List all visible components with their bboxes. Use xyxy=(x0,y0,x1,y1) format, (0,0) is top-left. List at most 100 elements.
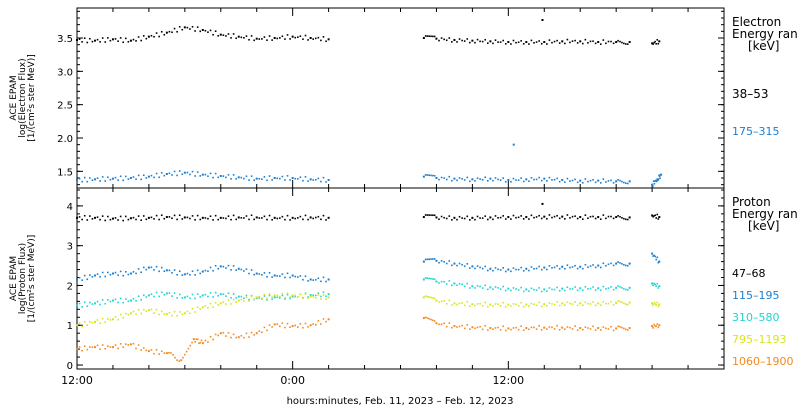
data-trace-dot xyxy=(104,302,107,305)
data-trace-dot xyxy=(594,266,597,269)
data-trace-dot xyxy=(574,178,576,181)
data-trace-dot xyxy=(574,39,576,42)
data-trace-dot xyxy=(145,296,148,298)
y-axis-label: ACE EPAMlog(Electron Flux)[1/(cm²s ster … xyxy=(9,54,37,141)
data-point xyxy=(453,262,456,265)
data-trace-dot xyxy=(196,214,199,217)
data-trace-dot xyxy=(653,282,655,285)
data-trace-dot xyxy=(432,35,434,38)
data-point xyxy=(219,33,222,36)
data-trace-dot xyxy=(109,346,112,348)
data-trace-dot xyxy=(657,178,660,181)
data-point xyxy=(489,216,492,219)
data-trace-dot xyxy=(551,179,553,181)
data-trace-dot xyxy=(266,329,268,332)
data-trace-dot xyxy=(652,304,654,307)
data-point xyxy=(561,302,564,305)
data-trace-dot xyxy=(438,301,440,303)
data-point xyxy=(651,325,654,328)
data-trace-dot xyxy=(538,176,540,179)
data-trace-dot xyxy=(456,284,458,287)
data-trace-dot xyxy=(189,273,191,276)
data-point xyxy=(658,285,661,288)
data-trace-dot xyxy=(432,258,434,260)
data-point xyxy=(309,324,312,327)
data-trace-dot xyxy=(502,177,504,179)
data-trace-dot xyxy=(522,218,525,220)
data-trace-dot xyxy=(209,29,212,32)
data-trace-dot xyxy=(445,217,448,220)
data-trace-dot xyxy=(268,35,271,37)
data-trace-dot xyxy=(535,216,538,218)
data-trace-dot xyxy=(540,179,543,182)
data-trace-dot xyxy=(312,217,315,220)
data-trace-dot xyxy=(504,181,507,183)
data-trace-dot xyxy=(86,278,89,281)
data-trace-dot xyxy=(302,278,304,281)
data-trace-dot xyxy=(271,326,273,328)
data-point xyxy=(435,216,438,219)
data-trace-dot xyxy=(83,320,86,323)
data-point xyxy=(507,216,510,219)
data-trace-dot xyxy=(268,294,271,297)
data-trace-dot xyxy=(463,304,466,307)
data-trace-dot xyxy=(145,177,148,179)
data-trace-dot xyxy=(124,215,127,218)
data-trace-dot xyxy=(124,312,127,315)
data-trace-dot xyxy=(476,38,479,41)
data-trace-dot xyxy=(99,180,101,182)
data-trace-dot xyxy=(279,295,281,298)
data-trace-dot xyxy=(587,327,589,329)
data-trace-dot xyxy=(104,275,107,278)
data-trace-dot xyxy=(592,178,594,181)
y-tick-label: 2.0 xyxy=(57,134,73,145)
data-trace-dot xyxy=(515,288,517,290)
data-trace-dot xyxy=(428,318,431,320)
data-trace-dot xyxy=(433,258,436,260)
data-trace-dot xyxy=(610,286,612,288)
data-trace-dot xyxy=(463,265,466,267)
data-trace-dot xyxy=(91,346,94,349)
data-trace-dot xyxy=(569,266,571,269)
data-trace-dot xyxy=(194,311,196,313)
data-trace-dot xyxy=(230,336,232,339)
data-trace-dot xyxy=(463,179,466,181)
data-trace-dot xyxy=(443,322,445,325)
data-point xyxy=(453,216,456,219)
data-trace-dot xyxy=(137,215,140,217)
data-point xyxy=(273,177,276,179)
data-trace-dot xyxy=(325,219,327,221)
data-trace-dot xyxy=(89,215,91,217)
data-trace-dot xyxy=(271,39,273,41)
data-trace-dot xyxy=(245,215,248,217)
data-point xyxy=(658,40,661,43)
data-trace-dot xyxy=(653,41,655,44)
data-trace-dot xyxy=(571,303,574,305)
data-trace-dot xyxy=(626,182,629,185)
data-trace-dot xyxy=(284,276,286,279)
data-trace-dot xyxy=(607,302,610,305)
data-point xyxy=(579,302,582,305)
data-trace-dot xyxy=(584,326,587,328)
data-trace-dot xyxy=(571,215,574,218)
data-trace-dot xyxy=(602,285,605,288)
data-trace-dot xyxy=(89,274,91,276)
data-trace-dot xyxy=(243,177,245,180)
data-trace-dot xyxy=(654,214,656,217)
data-point xyxy=(309,37,312,39)
data-trace-dot xyxy=(440,176,443,179)
data-trace-dot xyxy=(474,41,476,44)
data-trace-dot xyxy=(258,297,261,299)
data-trace-dot xyxy=(253,39,255,42)
data-trace-dot xyxy=(135,347,137,350)
data-trace-dot xyxy=(107,299,109,301)
data-point xyxy=(291,294,294,297)
data-trace-dot xyxy=(479,40,481,43)
data-trace-dot xyxy=(432,297,434,299)
data-point xyxy=(525,41,528,43)
data-trace-dot xyxy=(281,215,284,218)
data-trace-dot xyxy=(502,39,504,42)
data-point xyxy=(237,299,240,302)
data-trace-dot xyxy=(564,218,566,220)
data-trace-dot xyxy=(294,177,297,180)
